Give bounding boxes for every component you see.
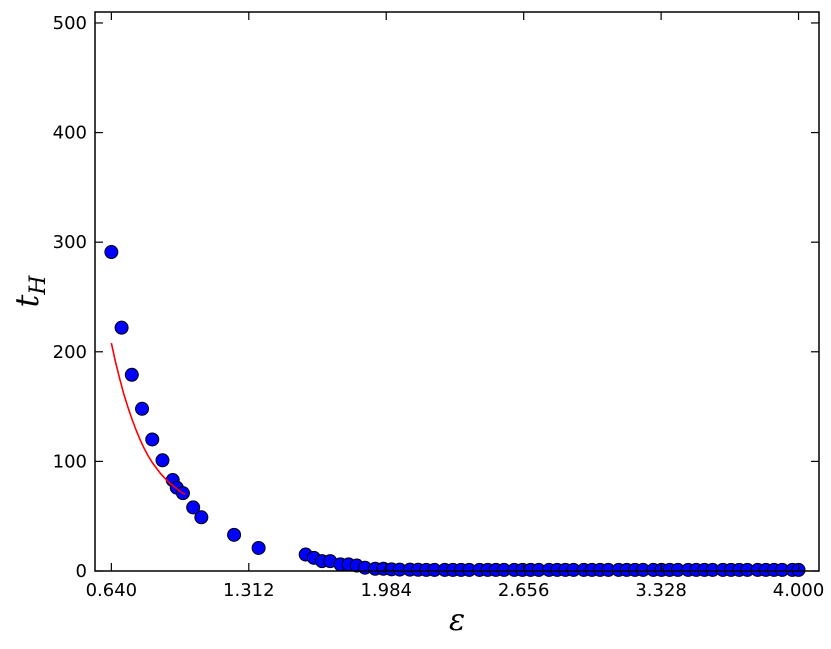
y-axis-label-main: t <box>8 295 46 308</box>
y-axis-label: tH <box>8 275 51 308</box>
x-axis-label: ε <box>449 603 465 638</box>
data-point <box>186 500 201 515</box>
fit-curve <box>110 342 186 495</box>
x-ticks-layer: 0.640 1.312 1.984 2.656 3.328 4.000 <box>86 12 825 601</box>
x-tick-label: 3.328 <box>635 580 687 601</box>
x-tick-label: 1.984 <box>360 580 412 601</box>
x-tick-label: 4.000 <box>773 580 825 601</box>
data-point <box>135 401 150 416</box>
data-point <box>104 245 119 260</box>
y-tick-label: 200 <box>53 342 87 363</box>
data-point <box>114 320 129 335</box>
y-tick-label: 500 <box>53 13 87 34</box>
data-point <box>124 367 139 382</box>
x-tick-label: 2.656 <box>498 580 550 601</box>
fit-line-layer <box>110 342 186 495</box>
y-tick-label: 100 <box>53 451 87 472</box>
plot-frame <box>94 11 820 572</box>
data-point <box>194 510 209 525</box>
y-axis-label-sub: H <box>26 275 51 296</box>
data-point <box>155 453 170 468</box>
data-point <box>251 540 266 555</box>
y-ticks-layer: 0 100 200 300 400 500 <box>53 13 819 582</box>
x-tick-label: 1.312 <box>223 580 275 601</box>
points-layer <box>104 245 806 577</box>
data-point <box>227 527 242 542</box>
y-tick-label: 400 <box>53 123 87 144</box>
y-tick-label: 300 <box>53 232 87 253</box>
data-point <box>145 432 160 447</box>
y-tick-label: 0 <box>76 561 87 582</box>
x-tick-label: 0.640 <box>86 580 138 601</box>
